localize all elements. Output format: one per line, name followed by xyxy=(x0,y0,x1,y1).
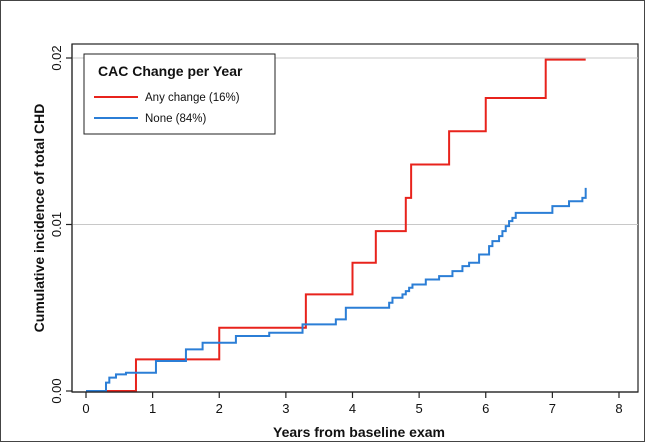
y-tick-label: 0.02 xyxy=(49,45,64,70)
x-tick-label: 3 xyxy=(282,401,289,416)
y-axis-ticks: 0.00 0.01 0.02 xyxy=(49,45,72,404)
legend-box xyxy=(83,53,276,135)
y-axis-title: Cumulative incidence of total CHD xyxy=(31,104,47,333)
legend-label-none: None (84%) xyxy=(145,113,207,125)
legend-label-any-change: Any change (16%) xyxy=(145,92,240,104)
x-tick-label: 2 xyxy=(216,401,223,416)
series-lines xyxy=(86,58,587,392)
legend: CAC Change per Year Any change (16%) Non… xyxy=(83,53,276,135)
x-tick-label: 5 xyxy=(416,401,423,416)
y-tick-label: 0.00 xyxy=(49,378,64,403)
y-tick-label: 0.01 xyxy=(49,212,64,237)
x-tick-label: 1 xyxy=(149,401,156,416)
x-tick-label: 4 xyxy=(349,401,356,416)
x-tick-label: 6 xyxy=(482,401,489,416)
legend-title: CAC Change per Year xyxy=(98,63,243,79)
x-tick-label: 8 xyxy=(615,401,622,416)
axes xyxy=(71,44,638,393)
x-axis-title: Years from baseline exam xyxy=(273,424,445,440)
x-axis-ticks: 0 1 2 3 4 5 6 7 8 xyxy=(82,392,623,416)
x-tick-label: 0 xyxy=(82,401,89,416)
series-line-1 xyxy=(86,187,587,392)
x-tick-label: 7 xyxy=(549,401,556,416)
